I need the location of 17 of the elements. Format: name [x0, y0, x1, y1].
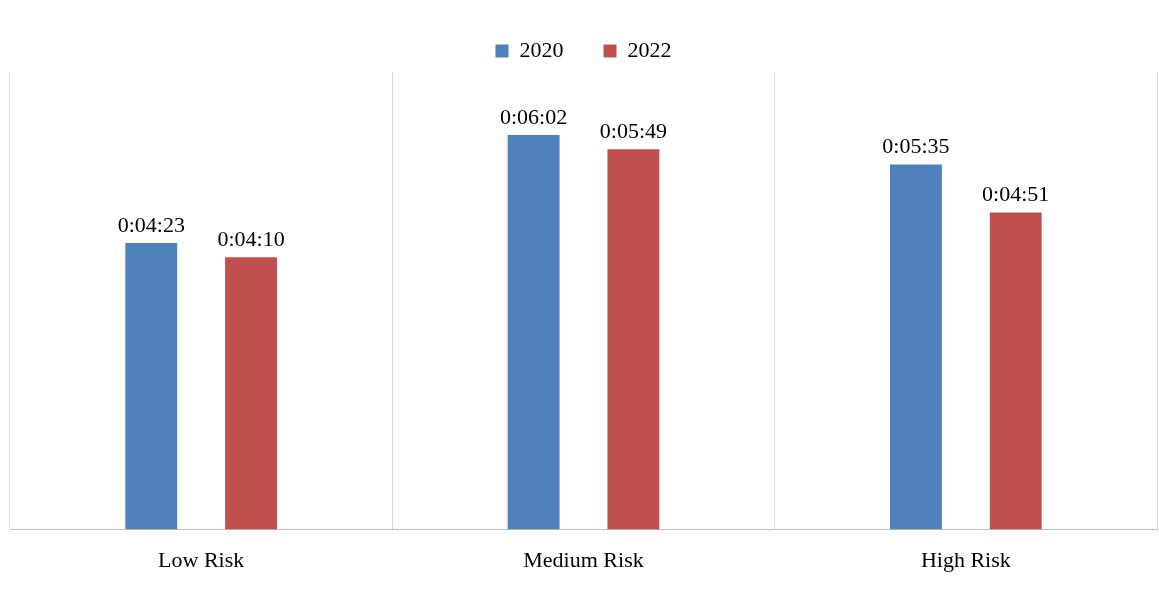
bar [507, 135, 560, 530]
bar [889, 164, 942, 530]
data-label: 0:05:35 [882, 133, 950, 159]
data-label: 0:05:49 [599, 118, 668, 144]
legend-label: 2020 [519, 36, 564, 62]
bar [225, 257, 278, 530]
x-tick-label: Medium Risk [523, 546, 644, 572]
bar [989, 212, 1042, 530]
data-label: 0:04:51 [982, 181, 1050, 207]
x-tick-label: Low Risk [158, 546, 245, 572]
bar [125, 243, 178, 530]
x-tick-label: High Risk [920, 546, 1011, 572]
legend-label: 2022 [627, 36, 672, 62]
data-label: 0:04:10 [217, 225, 285, 251]
data-label: 0:06:02 [499, 103, 568, 129]
data-label: 0:04:23 [117, 211, 185, 237]
bar [607, 149, 660, 530]
